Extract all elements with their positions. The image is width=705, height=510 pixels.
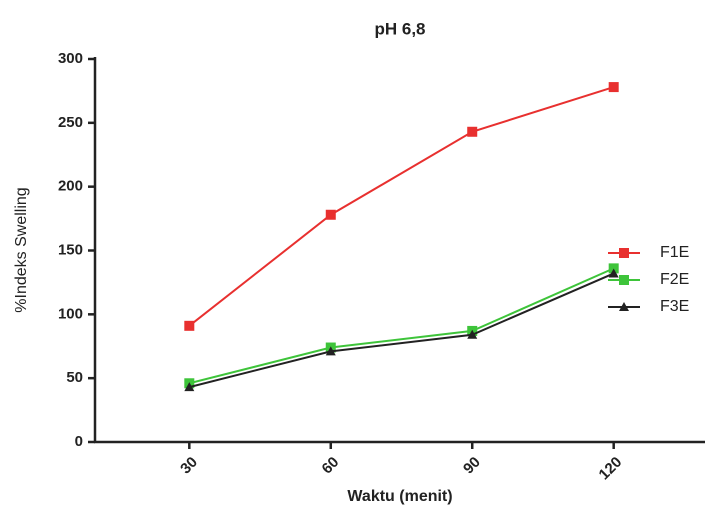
marker [325, 209, 336, 220]
marker [184, 382, 195, 392]
marker [619, 275, 629, 285]
marker [608, 268, 619, 278]
y-axis-label: %Indeks Swelling [13, 187, 30, 312]
x-axis-label: Waktu (menit) [347, 488, 452, 505]
y-tick-label: 300 [58, 50, 83, 67]
y-tick-label: 150 [58, 241, 83, 258]
y-tick-label: 250 [58, 114, 83, 131]
y-tick-label: 50 [66, 369, 83, 386]
marker [608, 82, 619, 93]
legend-label: F2E [660, 271, 689, 288]
marker [619, 302, 629, 311]
marker [467, 329, 478, 339]
x-tick-label: 120 [596, 454, 626, 484]
legend-label: F3E [660, 298, 689, 315]
marker [619, 248, 629, 258]
series-line [189, 267, 615, 385]
series-line [189, 272, 615, 389]
x-tick-label: 90 [460, 454, 484, 478]
y-tick-label: 0 [75, 433, 83, 450]
legend-label: F1E [660, 244, 689, 261]
y-tick-label: 100 [58, 305, 83, 322]
marker [467, 126, 478, 137]
marker [184, 320, 195, 331]
chart-title: pH 6,8 [374, 19, 425, 38]
series-line [188, 86, 614, 327]
y-tick-label: 200 [58, 178, 83, 195]
x-tick-label: 30 [177, 454, 201, 478]
marker [325, 346, 336, 356]
marker [608, 263, 619, 274]
x-tick-label: 60 [319, 454, 343, 478]
